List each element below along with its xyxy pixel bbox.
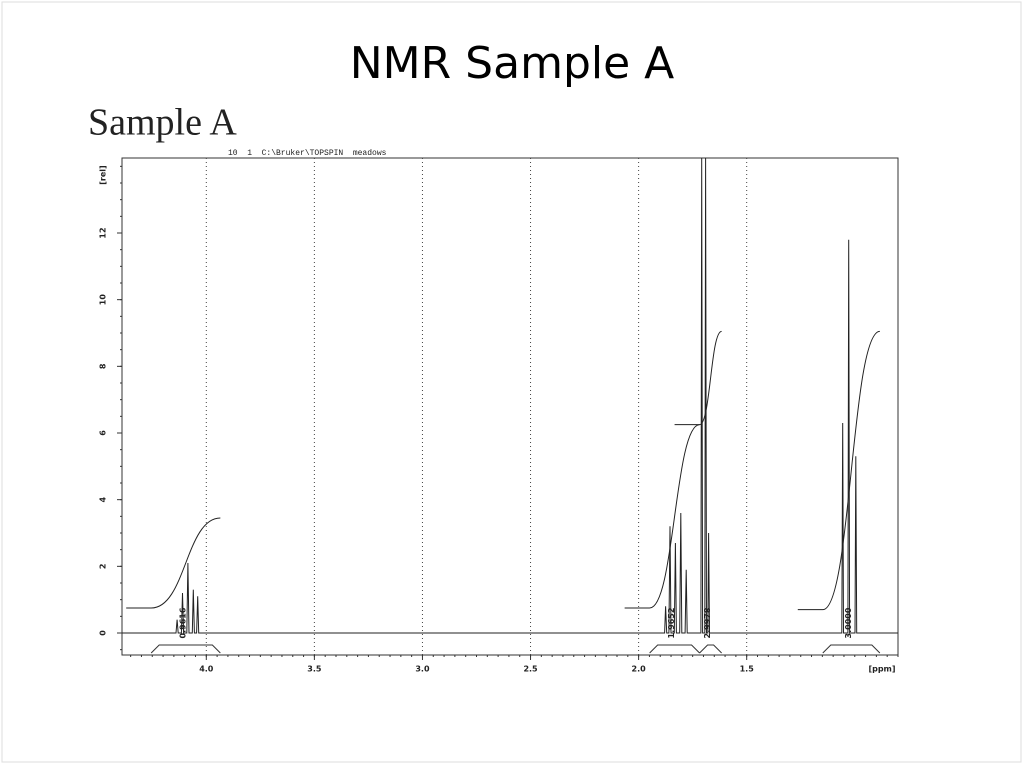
x-tick-label: 2.5	[523, 665, 538, 674]
x-tick-label: 4.0	[199, 665, 214, 674]
header: 10 1 C:\Bruker\TOPSPIN meadows	[228, 149, 387, 158]
plot-frame	[121, 157, 899, 656]
chart-title: Sample A	[88, 102, 237, 144]
integral-label: 0.9616	[178, 607, 187, 638]
y-tick-label: 0	[99, 630, 108, 636]
integral-bracket	[649, 644, 700, 654]
integral-curve	[126, 517, 221, 609]
y-tick-label: 6	[99, 430, 108, 436]
x-tick-label: 2.0	[632, 665, 647, 674]
integral-label: 1.9652	[667, 608, 676, 639]
integral-curve	[797, 330, 880, 611]
integral-curve	[624, 424, 700, 609]
spectrum-line	[122, 157, 898, 634]
y-tick-label: 8	[99, 363, 108, 369]
slide-title: NMR Sample A	[350, 38, 675, 89]
integral-label: 3.0000	[844, 607, 853, 638]
y-tick-label: 12	[99, 227, 108, 238]
x-tick-label: 3.0	[415, 665, 430, 674]
y-tick-label: 4	[99, 496, 108, 502]
y-tick-label: 2	[99, 564, 108, 570]
x-tick-label: 1.5	[740, 665, 755, 674]
integral-bracket	[822, 644, 881, 654]
integral-bracket	[699, 644, 722, 654]
y-tick-label: 10	[99, 294, 108, 306]
y-axis-label: [rel]	[99, 165, 108, 184]
x-tick-label: 3.5	[307, 665, 322, 674]
integral-label: 2.9978	[703, 607, 712, 638]
integral-curve	[674, 330, 723, 426]
x-axis-label: [ppm]	[868, 665, 895, 674]
integral-bracket	[150, 644, 221, 654]
